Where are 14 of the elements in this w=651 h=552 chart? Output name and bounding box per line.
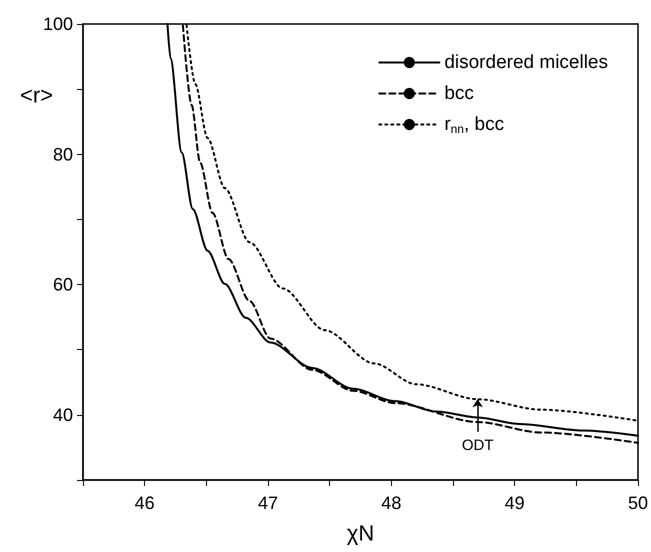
x-tick-label: 48 [381, 493, 402, 513]
legend-label: bcc [444, 83, 474, 104]
y-tick-label: 40 [52, 404, 73, 425]
x-tick-label: 49 [504, 493, 525, 513]
x-axis-title: χN [346, 520, 374, 546]
annotation: ODT [462, 436, 494, 454]
y-axis-title: <r> [20, 82, 53, 108]
y-tick-label: 100 [42, 14, 73, 34]
y-tick-label: 60 [52, 274, 73, 295]
y-tick-label: 80 [52, 144, 73, 164]
x-tick-label: 46 [134, 493, 155, 513]
x-tick-label: 47 [258, 493, 278, 513]
legend-label: disordered micelles [444, 52, 608, 73]
x-tick-label: 50 [628, 493, 648, 513]
